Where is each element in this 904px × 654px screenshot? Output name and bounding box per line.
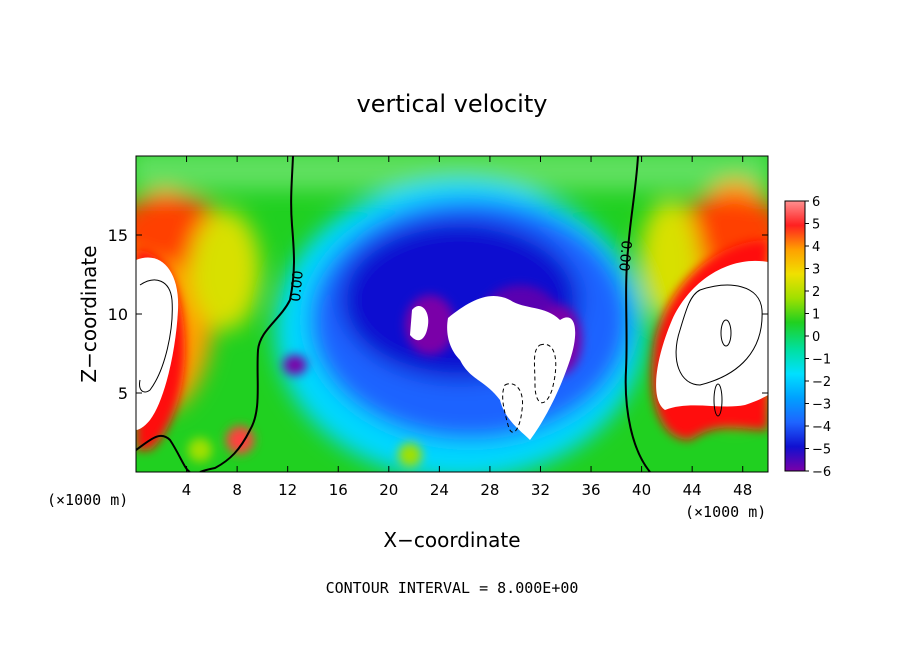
colorbar-label: −4 — [812, 420, 831, 435]
x-unit-left: (×1000 m) — [47, 491, 128, 509]
colorbar-label: −6 — [812, 465, 831, 480]
colorbar-label: 3 — [812, 263, 820, 278]
x-tick-label: 16 — [329, 481, 348, 499]
colorbar-label: 1 — [812, 308, 820, 323]
colorbar-label: 4 — [812, 240, 820, 255]
x-axis-ticks: 4 8 12 16 20 24 28 32 36 40 44 48 — [182, 156, 752, 499]
x-tick-label: 28 — [480, 481, 499, 499]
heatmap-field — [136, 156, 768, 472]
chart-title: vertical velocity — [357, 90, 548, 118]
colorbar-label: 0 — [812, 330, 820, 345]
colorbar-label: 2 — [812, 285, 820, 300]
x-unit-right: (×1000 m) — [685, 503, 766, 521]
colorbar: 6 5 4 3 2 1 0 −1 −2 −3 −4 −5 −6 — [784, 195, 831, 480]
y-tick-label: 10 — [108, 305, 128, 324]
colorbar-label: −5 — [812, 443, 831, 458]
contour-label-1: 0.00 — [615, 240, 634, 272]
colorbar-label: 6 — [812, 195, 820, 210]
colorbar-label: −1 — [812, 353, 831, 368]
x-tick-label: 12 — [278, 481, 297, 499]
colorbar-label: 5 — [812, 218, 820, 233]
colorbar-label: −2 — [812, 375, 831, 390]
x-tick-label: 40 — [632, 481, 651, 499]
x-tick-label: 36 — [581, 481, 600, 499]
y-axis-ticks: 5 10 15 — [108, 226, 768, 403]
x-tick-label: 24 — [430, 481, 449, 499]
contour-interval-note: CONTOUR INTERVAL = 8.000E+00 — [326, 579, 579, 597]
y-tick-label: 15 — [108, 226, 128, 245]
y-axis-label: Z−coordinate — [77, 245, 101, 382]
x-tick-label: 8 — [232, 481, 242, 499]
x-tick-label: 32 — [531, 481, 550, 499]
x-tick-label: 4 — [182, 481, 192, 499]
colorbar-label: −3 — [812, 398, 831, 413]
y-tick-label: 5 — [118, 384, 128, 403]
x-tick-label: 20 — [379, 481, 398, 499]
x-tick-label: 48 — [733, 481, 752, 499]
contour-label-0: 0.00 — [288, 270, 307, 302]
x-axis-label: X−coordinate — [383, 528, 520, 552]
x-tick-label: 44 — [683, 481, 702, 499]
